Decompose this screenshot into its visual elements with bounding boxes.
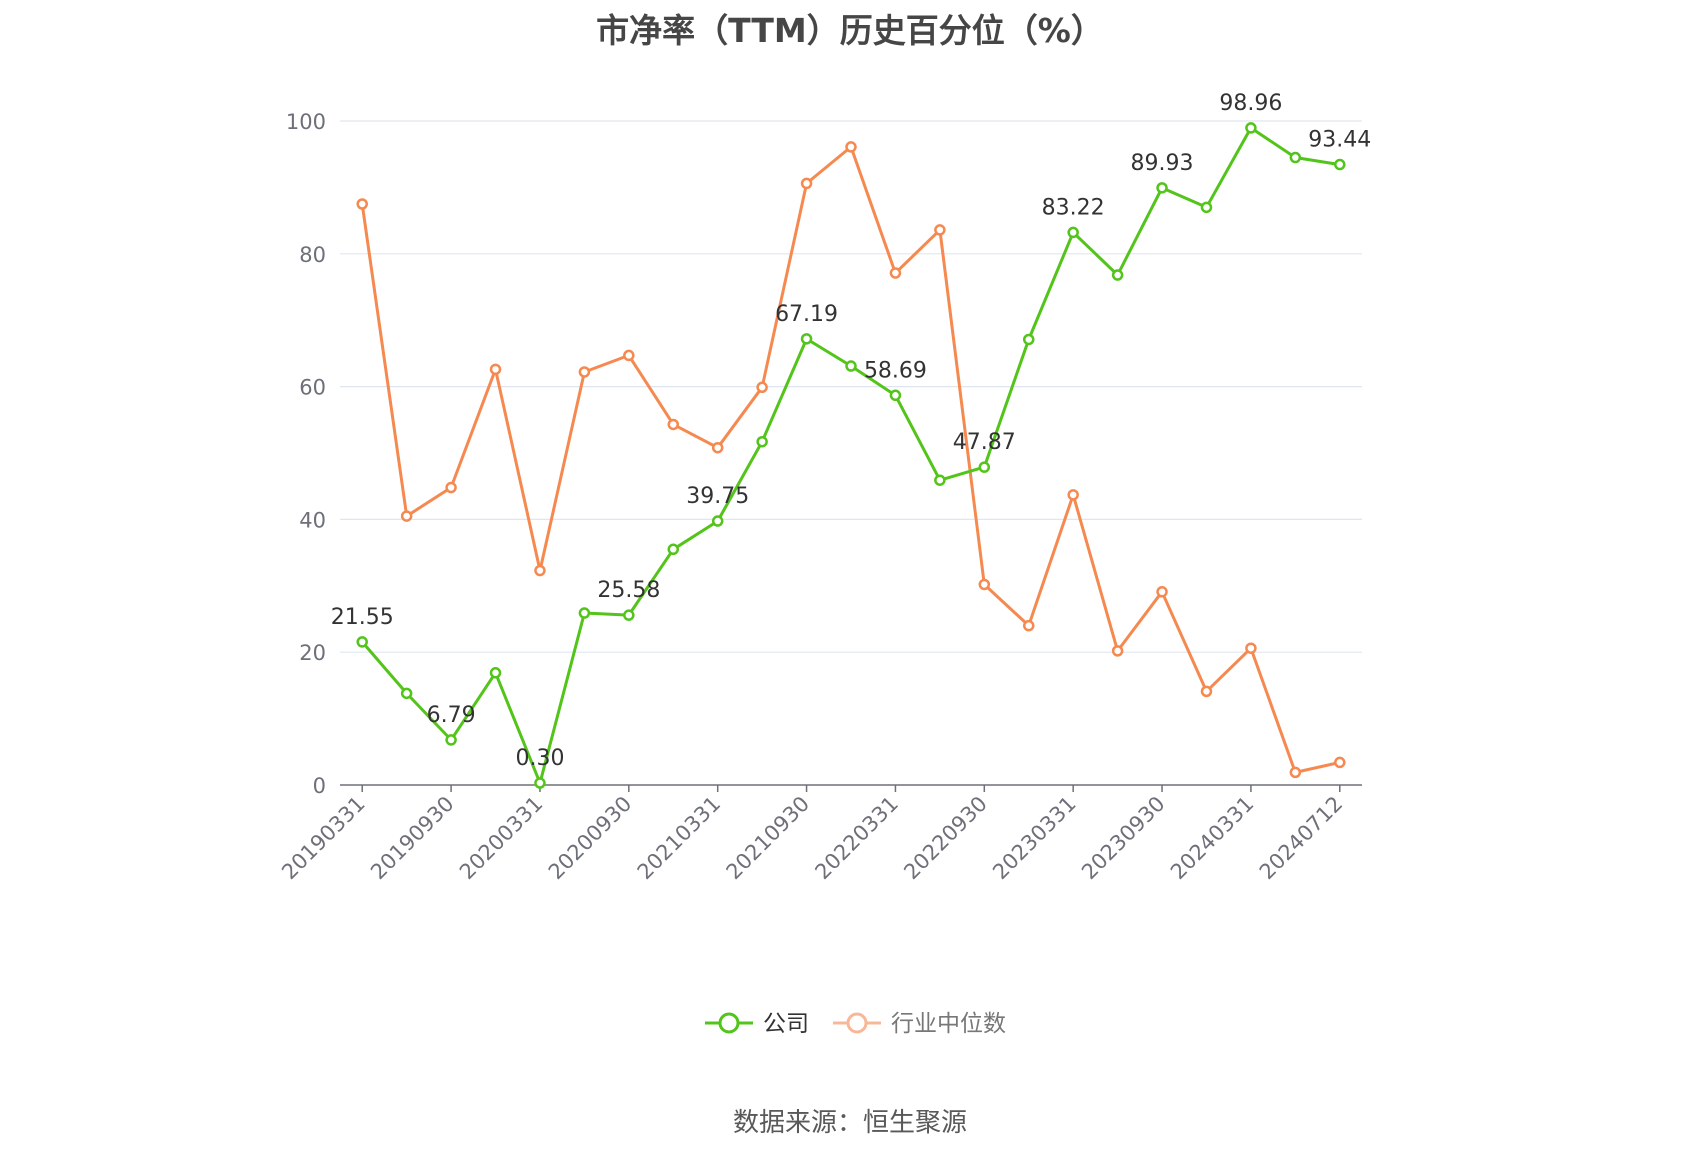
grid-lines: [340, 120, 1362, 653]
data-label: 0.30: [515, 746, 564, 771]
data-point: [623, 349, 635, 362]
data-point: [756, 435, 768, 448]
data-point: [1245, 122, 1257, 134]
data-point: [1200, 201, 1213, 214]
data-label: 47.87: [953, 430, 1016, 455]
data-point: [1334, 158, 1346, 171]
data-point: [356, 198, 368, 210]
data-point: [489, 363, 502, 376]
data-point: [978, 461, 991, 473]
data-point: [1156, 586, 1168, 598]
x-tick-label: 20230930: [1077, 792, 1170, 885]
data-point: [800, 177, 813, 190]
x-tick-label: 20240712: [1255, 792, 1348, 885]
data-labels: 21.55 6.79 0.30 25.58 39.75 67.19 58.69 47.87 83…: [331, 91, 1372, 771]
series-line-1: [360, 145, 1341, 774]
data-label: 39.75: [686, 484, 749, 509]
series-layer: [356, 122, 1346, 789]
y-tick-label: 40: [299, 508, 326, 532]
data-label: 6.79: [427, 703, 476, 728]
x-tick-label: 20200331: [455, 792, 548, 885]
y-tick-label: 20: [299, 641, 326, 665]
series-line-0: [361, 126, 1341, 785]
legend: 公司 行业中位数: [705, 1011, 1006, 1037]
data-point: [711, 515, 724, 527]
data-point: [534, 564, 546, 577]
data-point: [534, 777, 546, 789]
data-point: [800, 333, 813, 345]
data-point: [1200, 685, 1213, 698]
data-point: [400, 510, 413, 522]
chart-title: 市净率（TTM）历史百分位（%）: [596, 11, 1104, 50]
data-point: [1289, 766, 1302, 779]
y-tick-label: 60: [299, 376, 326, 400]
x-tick-label: 20210331: [633, 792, 726, 885]
data-point: [445, 481, 457, 494]
y-tick-label: 0: [313, 774, 326, 798]
y-tick-label: 100: [286, 110, 326, 134]
data-point: [1111, 269, 1124, 281]
data-point: [711, 441, 724, 454]
data-point: [1156, 182, 1168, 194]
data-point: [756, 381, 768, 394]
legend-marker: [846, 1012, 868, 1034]
data-point: [578, 607, 591, 619]
x-tick-label: 20210930: [722, 792, 815, 885]
data-point: [1022, 333, 1035, 346]
x-tick-label: 20190930: [366, 792, 459, 885]
data-point: [400, 687, 413, 700]
data-label: 25.58: [597, 578, 660, 603]
data-point: [356, 636, 368, 648]
data-point: [934, 474, 946, 486]
data-point: [845, 360, 857, 372]
data-point: [1334, 756, 1346, 769]
data-point: [1067, 489, 1079, 501]
data-point: [489, 667, 502, 679]
y-tick-label: 80: [299, 243, 326, 267]
data-point: [1245, 642, 1257, 654]
data-point: [1067, 226, 1079, 239]
data-point: [1289, 151, 1302, 164]
x-tick-label: 20190331: [277, 792, 370, 885]
legend-marker: [718, 1012, 740, 1034]
source-note: 数据来源：恒生聚源: [733, 1108, 967, 1138]
data-point: [1111, 645, 1124, 657]
legend-item-company[interactable]: 公司: [705, 1011, 809, 1037]
data-point: [578, 366, 591, 378]
x-tick-label: 20240331: [1166, 792, 1259, 885]
legend-label: 行业中位数: [891, 1011, 1006, 1037]
data-label: 21.55: [331, 605, 394, 630]
data-label: 89.93: [1131, 151, 1194, 176]
data-point: [623, 609, 635, 621]
legend-item-industry-median[interactable]: 行业中位数: [833, 1011, 1006, 1037]
axes: 0 20 40 60 80 100 2019033120190930202003312020…: [277, 110, 1362, 884]
data-point: [667, 543, 680, 556]
data-label: 83.22: [1042, 195, 1105, 220]
data-label: 67.19: [775, 302, 838, 327]
x-tick-label: 20200930: [544, 792, 637, 885]
data-label: 98.96: [1219, 91, 1282, 116]
data-point: [889, 267, 902, 279]
data-point: [889, 389, 902, 402]
x-tick-label: 20220331: [810, 792, 903, 885]
x-tick-label: 20220930: [899, 792, 992, 885]
data-label: 93.44: [1308, 128, 1371, 153]
data-label: 58.69: [864, 358, 927, 383]
data-point: [445, 734, 457, 746]
data-point: [1022, 619, 1035, 632]
x-tick-label: 20230331: [988, 792, 1081, 885]
data-point: [845, 141, 857, 153]
data-point: [667, 418, 680, 431]
legend-label: 公司: [763, 1011, 809, 1037]
data-point: [978, 578, 991, 591]
data-point: [934, 224, 946, 236]
